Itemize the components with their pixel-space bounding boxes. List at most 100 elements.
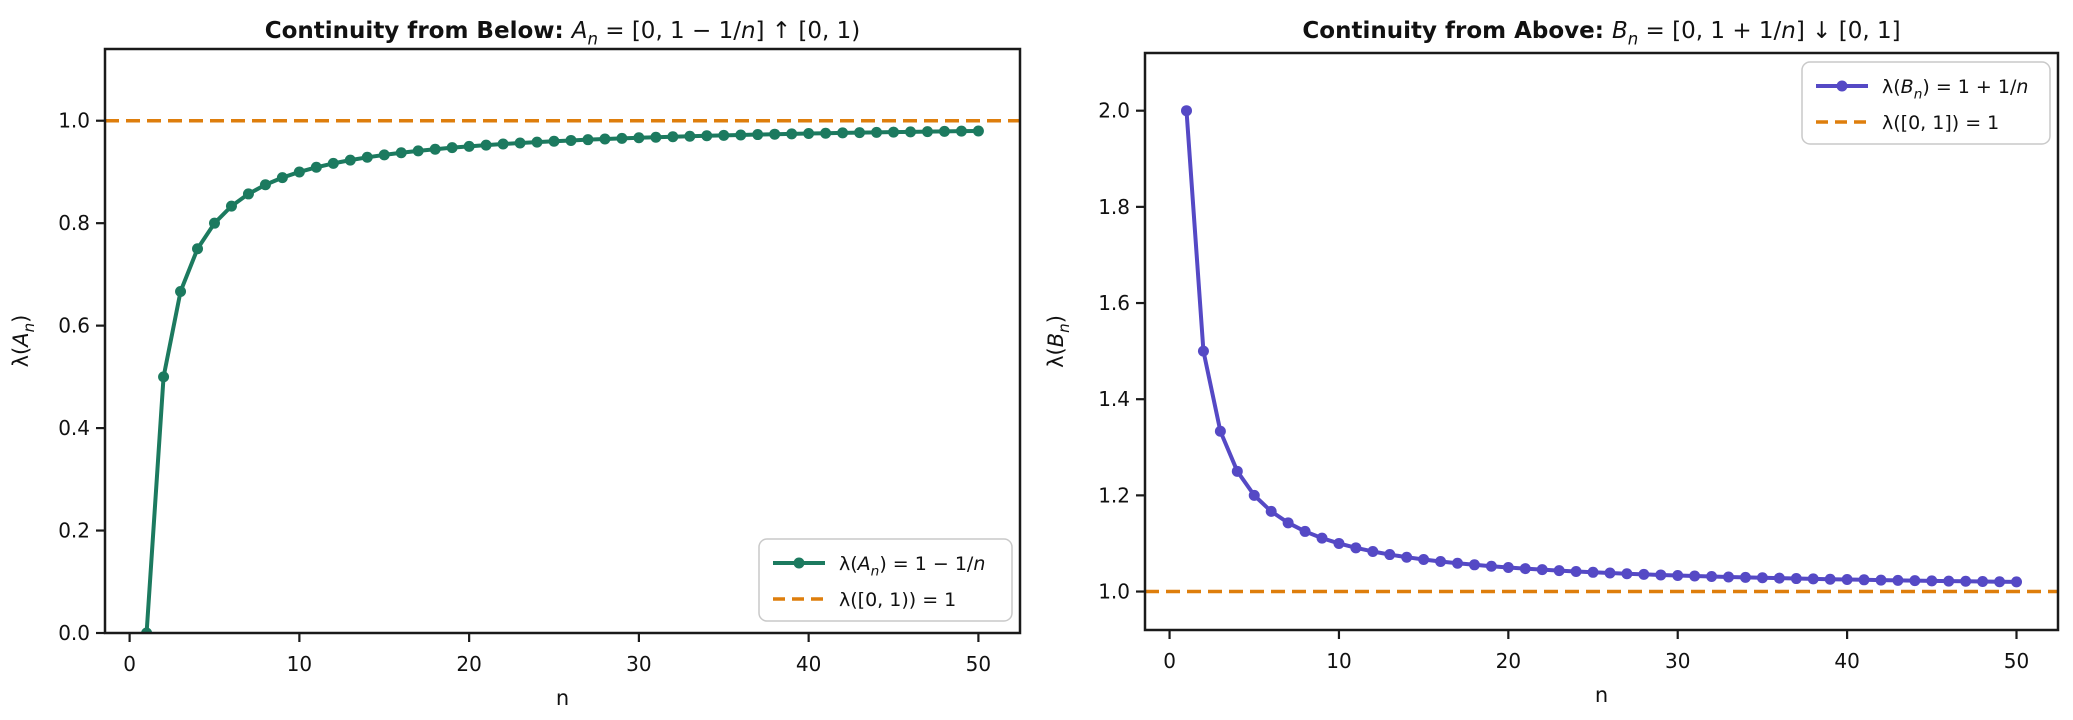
data-point [1824, 573, 1836, 585]
data-point [1892, 574, 1904, 586]
data-point [1452, 557, 1464, 569]
data-point [905, 126, 917, 138]
data-point [1214, 425, 1226, 437]
data-point [1960, 575, 1972, 587]
x-tick-label: 40 [796, 652, 821, 676]
data-point [701, 130, 713, 142]
data-point [1723, 571, 1735, 583]
data-point [667, 131, 679, 143]
data-point [888, 126, 900, 138]
data-point [158, 371, 170, 383]
y-tick-label: 1.4 [1098, 387, 1130, 411]
y-tick-label: 0.6 [58, 314, 90, 338]
right-chart: Continuity from Above: Bn = [0, 1 + 1/n]… [1044, 18, 2060, 707]
y-axis-label: λ(An) [9, 315, 38, 368]
data-point [1621, 568, 1633, 580]
data-point [1739, 571, 1751, 583]
data-point [921, 126, 933, 138]
data-point [514, 137, 526, 149]
data-point [1536, 564, 1548, 576]
right-chart-title: Continuity from Above: Bn = [0, 1 + 1/n]… [1302, 18, 1900, 48]
data-point [1773, 572, 1785, 584]
data-point [1655, 569, 1667, 581]
data-point [735, 129, 747, 141]
legend-marker-sample [793, 557, 805, 569]
data-point [803, 128, 815, 140]
data-point [175, 285, 187, 297]
data-point [361, 151, 373, 163]
data-point [837, 127, 849, 139]
data-point [1418, 553, 1430, 565]
data-point [1689, 570, 1701, 582]
data-point [752, 129, 764, 141]
x-tick-label: 30 [1665, 649, 1690, 673]
y-tick-label: 1.0 [58, 109, 90, 133]
data-point [548, 135, 560, 147]
data-point [972, 125, 984, 137]
data-point-markers [141, 125, 984, 633]
data-point [1485, 560, 1497, 572]
series-line [1184, 108, 2019, 584]
y-tick-label: 0.0 [58, 621, 90, 645]
data-point [1468, 559, 1480, 571]
data-point [1435, 555, 1447, 567]
data-point [599, 133, 611, 145]
data-point [1553, 565, 1565, 577]
data-point [1181, 105, 1192, 117]
data-point [1367, 545, 1379, 557]
data-point [344, 154, 356, 166]
legend-label: λ([0, 1]) = 1 [1882, 112, 1999, 134]
data-point [497, 138, 509, 150]
right-legend: λ(Bn) = 1 + 1/n λ([0, 1]) = 1 [1801, 61, 2051, 145]
data-point [1350, 542, 1362, 554]
y-tick-label: 1.6 [1098, 291, 1130, 315]
x-tick-label: 10 [1326, 649, 1351, 673]
data-point [1604, 567, 1616, 579]
data-point [2011, 576, 2022, 588]
data-point [1265, 505, 1277, 517]
data-point [1943, 575, 1955, 587]
data-point [1282, 517, 1294, 529]
x-tick-label: 30 [626, 652, 651, 676]
left-chart-title: Continuity from Below: An = [0, 1 − 1/n]… [265, 18, 861, 48]
data-point [786, 128, 798, 140]
data-point [820, 127, 832, 139]
data-point [1807, 573, 1819, 585]
data-point [1248, 489, 1260, 501]
data-point [1841, 574, 1853, 586]
y-tick-label: 0.4 [58, 416, 90, 440]
data-point [1231, 465, 1243, 477]
y-tick-label: 0.8 [58, 211, 90, 235]
data-point [1502, 561, 1514, 573]
data-point [565, 134, 577, 146]
x-tick-label: 50 [2004, 649, 2029, 673]
data-point-markers [1181, 105, 2022, 588]
data-point [1333, 537, 1345, 549]
x-axis-label: n [1595, 683, 1608, 707]
x-axis-label: n [556, 686, 569, 710]
plot-area [1143, 51, 2060, 632]
data-point [242, 188, 254, 200]
x-tick-label: 20 [1496, 649, 1521, 673]
data-point [1994, 576, 2006, 588]
x-tick-label: 50 [966, 652, 991, 676]
legend-label: λ([0, 1)) = 1 [839, 589, 956, 611]
data-point [1519, 563, 1531, 575]
data-point [395, 147, 407, 159]
data-point [1299, 525, 1311, 537]
data-point [1672, 570, 1684, 582]
data-point [1756, 572, 1768, 584]
data-point [1401, 551, 1413, 563]
data-point [1926, 575, 1938, 587]
legend-label: λ(An) = 1 − 1/n [839, 553, 985, 579]
y-tick-label: 1.2 [1098, 483, 1130, 507]
y-tick-label: 2.0 [1098, 99, 1130, 123]
y-axis-label: λ(Bn) [1044, 315, 1073, 368]
legend-label: λ(Bn) = 1 + 1/n [1882, 76, 2028, 102]
data-point [582, 134, 594, 146]
data-point [293, 166, 305, 178]
x-tick-label: 0 [123, 652, 136, 676]
data-point [192, 243, 204, 255]
